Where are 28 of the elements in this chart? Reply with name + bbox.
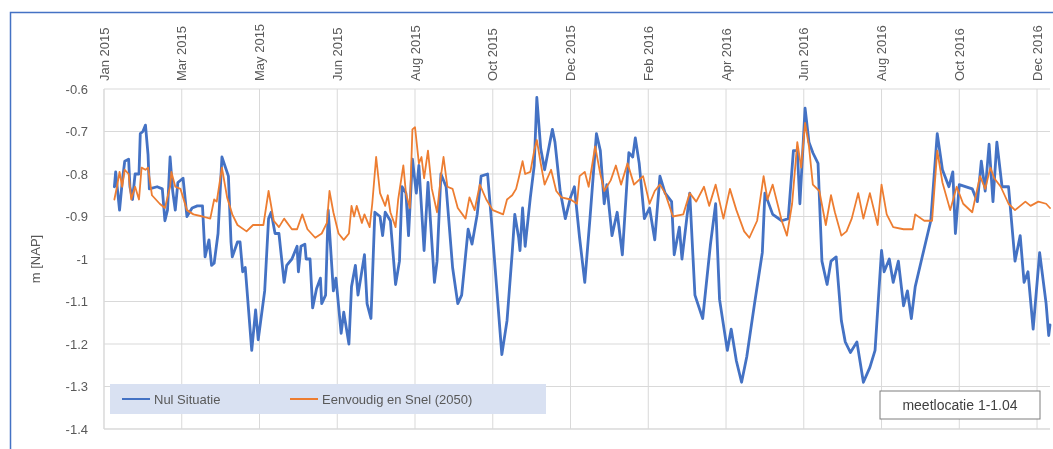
x-tick-label: Oct 2016 <box>951 28 967 81</box>
x-tick-label: Aug 2016 <box>874 25 890 81</box>
x-tick-label: Apr 2016 <box>718 28 734 81</box>
legend-label: Nul Situatie <box>154 391 221 407</box>
x-tick-label: Oct 2015 <box>485 28 501 81</box>
annotation: meetlocatie 1-1.04 <box>902 397 1018 413</box>
y-tick-label: -1.4 <box>65 421 88 437</box>
y-axis-title: m [NAP] <box>27 234 43 284</box>
y-tick-label: -1 <box>76 251 88 267</box>
x-tick-label: Aug 2015 <box>407 25 423 81</box>
x-tick-label: Jan 2015 <box>96 27 112 81</box>
y-tick-label: -0.6 <box>65 81 88 97</box>
x-tick-label: Dec 2015 <box>563 25 579 81</box>
y-tick-label: -0.9 <box>65 209 88 224</box>
y-tick-label: -0.7 <box>65 124 88 139</box>
legend-label: Eenvoudig en Snel (2050) <box>322 391 473 407</box>
x-tick-label: Feb 2016 <box>640 26 656 81</box>
y-tick-label: -0.8 <box>65 166 88 182</box>
x-tick-label: Jun 2015 <box>329 27 345 81</box>
x-tick-label: Dec 2016 <box>1029 25 1045 81</box>
x-tick-label: Jun 2016 <box>796 27 812 81</box>
line-series <box>112 96 1052 384</box>
x-tick-label: May 2015 <box>252 23 268 81</box>
x-tick-label: Mar 2015 <box>174 26 190 81</box>
line-series <box>113 122 1051 241</box>
y-tick-label: -1.3 <box>65 379 88 394</box>
y-tick-label: -1.1 <box>65 294 88 309</box>
y-tick-label: -1.2 <box>65 336 88 352</box>
